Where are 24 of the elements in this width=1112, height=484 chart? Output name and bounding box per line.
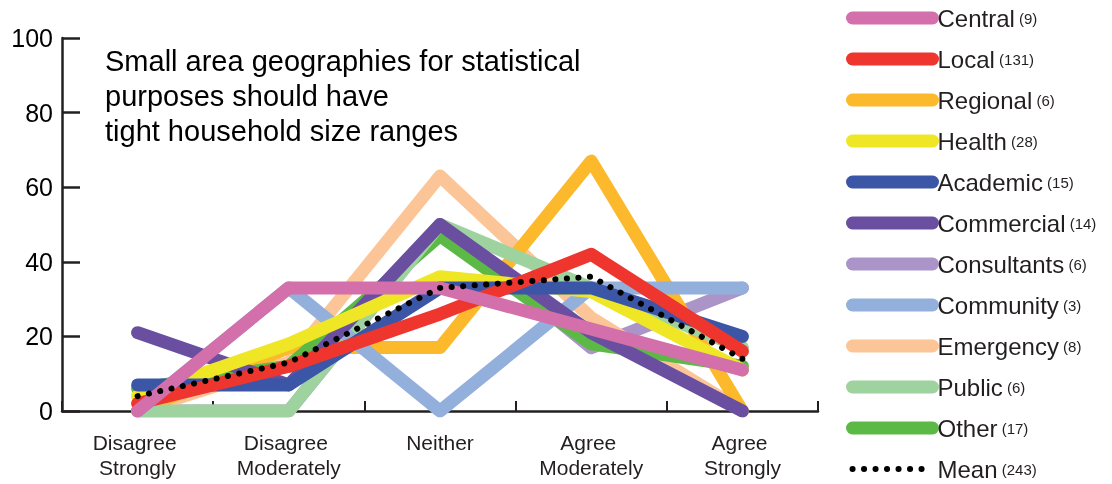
legend-label: Health (28)	[937, 127, 1038, 155]
x-tick-label: Neither	[406, 431, 474, 454]
y-tick-label: 60	[25, 173, 53, 202]
y-tick-label: 0	[39, 397, 53, 425]
legend-label: Consultants (6)	[937, 250, 1087, 278]
x-tick-label: Disagree Moderately	[236, 431, 342, 479]
legend-label: Community (3)	[937, 291, 1082, 319]
legend-label: Commercial (14)	[937, 209, 1097, 237]
legend-label: Public (6)	[937, 373, 1026, 401]
text: Small area geographies for statistical purposes should have tight household size ranges	[105, 44, 581, 147]
legend-label: Local (131)	[937, 45, 1035, 73]
legend-label: Mean (243)	[937, 455, 1037, 483]
legend-label: Emergency (8)	[937, 332, 1082, 360]
x-tick-label: Agree Strongly	[703, 431, 782, 479]
legend-label: Other (17)	[937, 414, 1029, 442]
legend-label: Academic (15)	[937, 168, 1074, 196]
y-tick-label: 40	[25, 247, 53, 276]
y-tick-label: 100	[11, 24, 53, 52]
x-tick-label: Disagree Strongly	[92, 431, 183, 479]
y-tick-label: 20	[25, 322, 53, 351]
legend-label: Regional (6)	[937, 86, 1055, 114]
x-tick-label: Agree Moderately	[539, 431, 644, 479]
legend-label: Central (9)	[937, 4, 1038, 32]
y-tick-label: 80	[25, 98, 53, 127]
